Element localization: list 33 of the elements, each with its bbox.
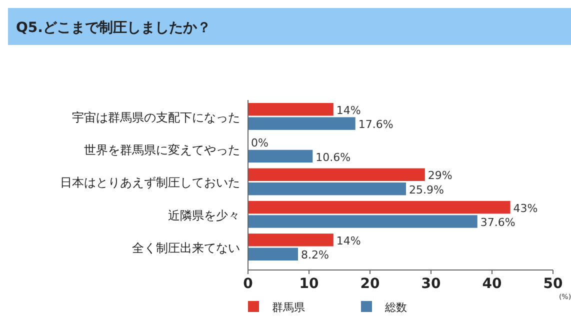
y-tick-label: 宇宙は群馬県の支配下になった: [72, 110, 240, 124]
y-tick-label: 全く制圧出来てない: [132, 241, 240, 255]
data-label: 43%: [513, 202, 538, 215]
x-tick-label: 20: [360, 276, 380, 292]
data-label: 0%: [251, 136, 268, 150]
legend-label: 群馬県: [272, 300, 305, 314]
y-tick-label: 日本はとりあえず制圧しておいた: [60, 176, 240, 190]
data-label: 29%: [428, 169, 452, 182]
data-label: 10.6%: [316, 150, 351, 164]
text: Q5.どこまで制圧しましたか？: [16, 20, 211, 36]
data-label: 14%: [336, 234, 361, 248]
bar: [248, 117, 356, 130]
data-label: 8.2%: [301, 248, 329, 262]
x-tick-label: 50: [543, 276, 563, 292]
bar: [248, 200, 510, 214]
x-tick-label: 40: [482, 276, 502, 292]
bar: [248, 215, 478, 228]
data-label: 14%: [336, 104, 361, 117]
y-tick-label: 世界を群馬県に変えてやった: [84, 143, 240, 158]
data-label: 17.6%: [358, 118, 394, 132]
bar: [248, 248, 298, 260]
bar: [248, 182, 406, 196]
bar: [248, 234, 334, 246]
x-tick-label: 10: [299, 276, 319, 292]
data-label: 37.6%: [480, 216, 516, 230]
bar: [248, 150, 313, 163]
bar: [248, 168, 425, 181]
x-tick-label: 30: [421, 276, 441, 292]
x-tick-label: 0: [243, 276, 254, 292]
data-label: 25.9%: [408, 183, 444, 196]
legend-label: 総数: [384, 300, 407, 314]
bar: [248, 103, 334, 116]
y-tick-label: 近隣県を少々: [168, 208, 240, 222]
